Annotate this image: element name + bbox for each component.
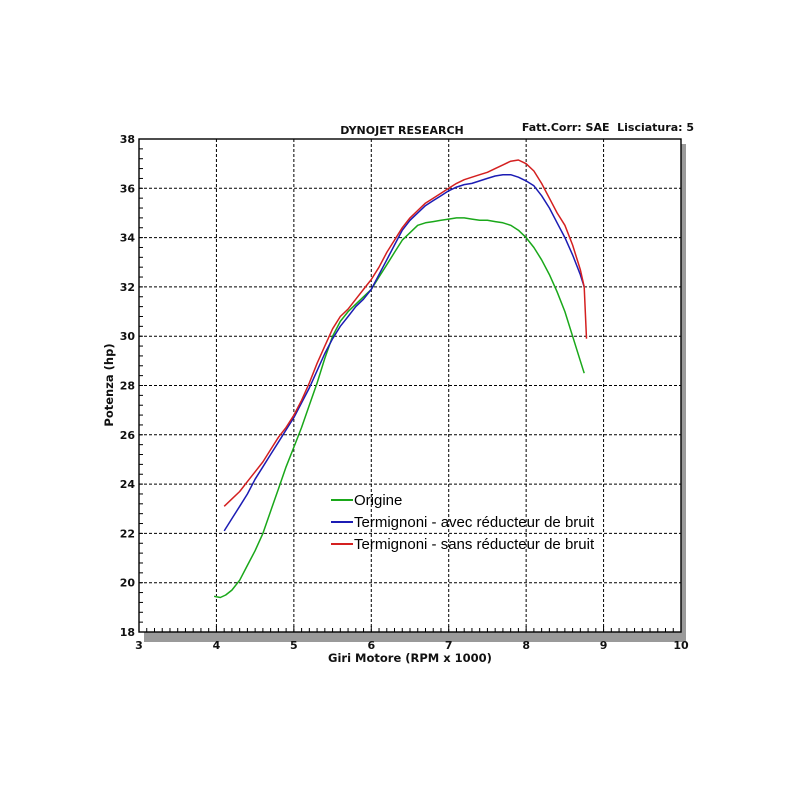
y-tick-label-18: 18: [120, 626, 135, 639]
chart-header-right: Fatt.Corr: SAE Lisciatura: 5: [522, 121, 694, 134]
legend-label-2: Termignoni - sans réducteur de bruit: [354, 536, 595, 553]
y-tick-label-34: 34: [120, 232, 136, 245]
series-line-2: [223, 159, 588, 507]
x-tick-label-9: 9: [600, 639, 608, 652]
x-tick-label-8: 8: [522, 639, 530, 652]
series-lines: [213, 159, 588, 599]
y-axis-title: Potenza (hp): [102, 343, 116, 426]
x-axis-title: Giri Motore (RPM x 1000): [328, 651, 492, 665]
y-tick-label-38: 38: [120, 133, 135, 146]
x-tick-label-4: 4: [213, 639, 221, 652]
x-tick-label-7: 7: [445, 639, 453, 652]
legend: Origine Termignoni - avec réducteur de br…: [331, 492, 595, 553]
y-tick-label-22: 22: [120, 527, 135, 540]
x-tick-label-3: 3: [135, 639, 143, 652]
y-tick-label-32: 32: [120, 281, 135, 294]
y-tick-label-30: 30: [120, 330, 136, 343]
minor-ticks: [138, 138, 682, 633]
x-tick-labels: 3 4 5 6 7 8 9 10: [135, 639, 689, 652]
x-tick-label-10: 10: [673, 639, 689, 652]
series-line-0: [213, 217, 585, 599]
y-tick-labels: 18 20 22 24 26 28 30 32 34 36 38: [120, 133, 136, 639]
grid-lines: [139, 139, 681, 632]
y-tick-label-24: 24: [120, 478, 136, 491]
chart-title: DYNOJET RESEARCH: [340, 124, 463, 137]
legend-label-1: Termignoni - avec réducteur de bruit: [354, 514, 595, 531]
y-tick-label-26: 26: [120, 429, 136, 442]
series-line-1: [223, 173, 585, 532]
legend-label-0: Origine: [354, 492, 402, 509]
y-tick-label-20: 20: [120, 577, 136, 590]
x-tick-label-6: 6: [367, 639, 375, 652]
x-tick-label-5: 5: [290, 639, 298, 652]
y-tick-label-36: 36: [120, 182, 136, 195]
y-tick-label-28: 28: [120, 380, 135, 393]
